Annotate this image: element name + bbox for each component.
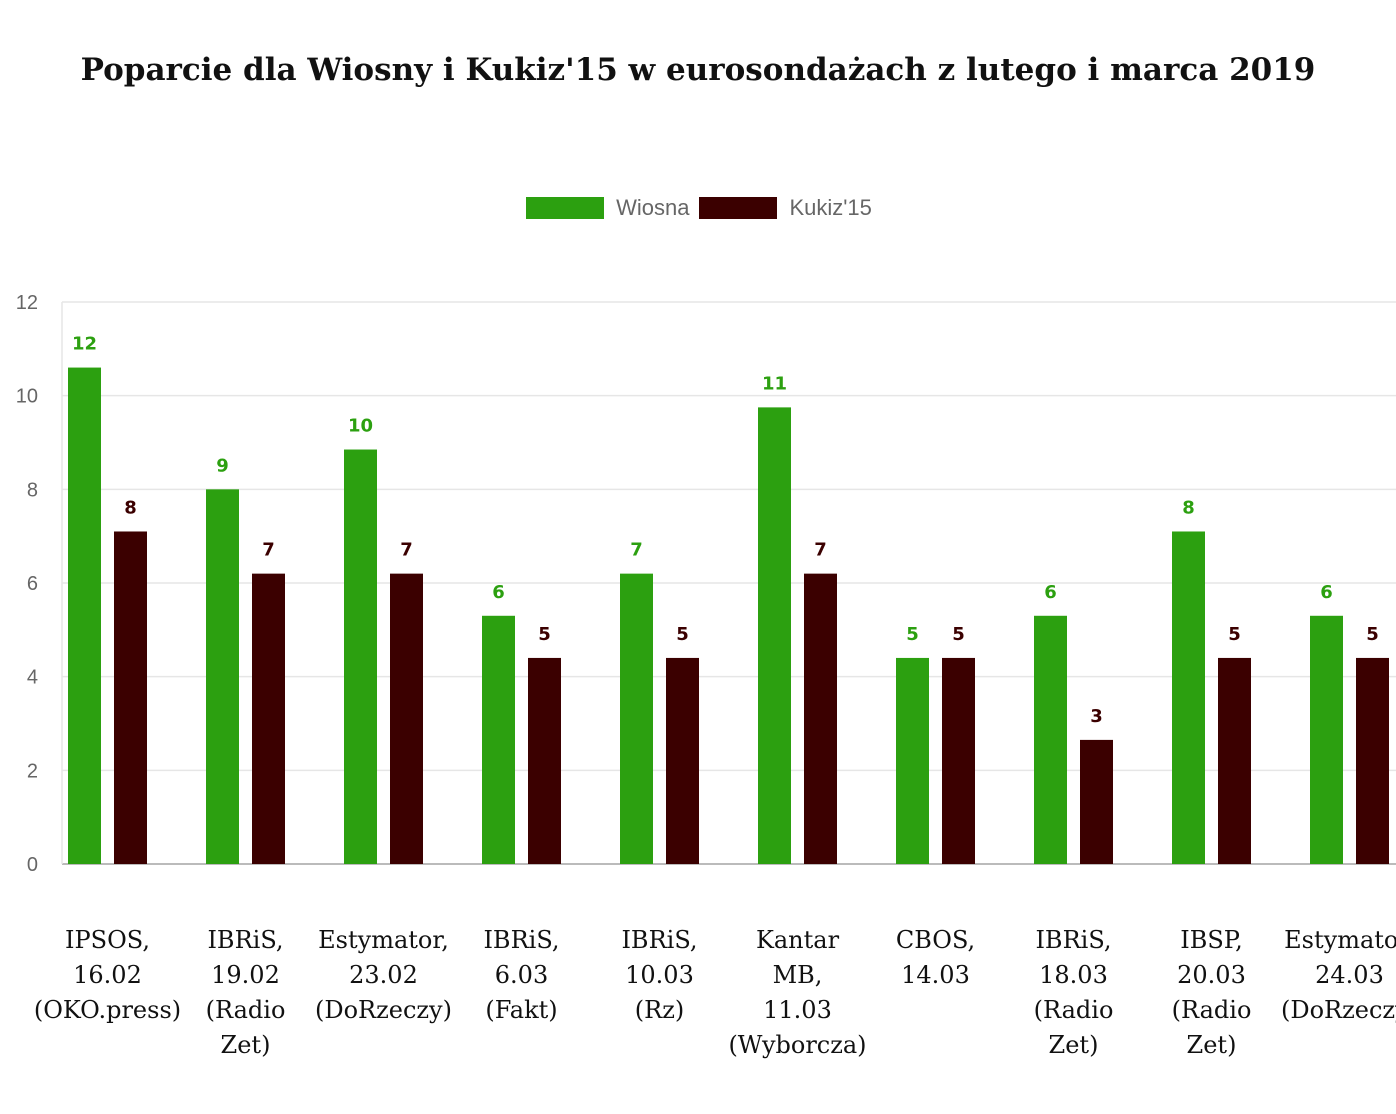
x-tick-label-9: Estymator,24.03(DoRzeczy): [1281, 926, 1396, 1024]
bar-kukiz-1: [252, 573, 285, 864]
bar-kukiz-8: [1218, 657, 1251, 864]
bar-wiosna-5: [758, 407, 791, 864]
legend-item-wiosna[interactable]: Wiosna: [524, 195, 689, 221]
bar-kukiz-0: [114, 531, 147, 864]
bar-kukiz-6: [942, 657, 975, 864]
bar-wiosna-3: [482, 615, 515, 864]
x-tick-label-1: IBRiS, 19.02 (Radio Zet): [206, 926, 286, 1059]
data-label-wiosna-3: 6: [492, 582, 505, 603]
data-label-kukiz-8: 5: [1228, 624, 1241, 645]
legend-swatch-kukiz: [697, 195, 780, 221]
data-label-wiosna-0: 12: [72, 334, 97, 355]
x-tick-label-5: Kantar MB, 11.03 (Wyborcza): [728, 926, 866, 1059]
legend: Wiosna Kukiz'15: [0, 195, 1396, 221]
legend-label-kukiz: Kukiz'15: [789, 195, 872, 220]
x-tick-label-3: IBRiS, 6.03 (Fakt): [483, 926, 559, 1024]
data-label-kukiz-9: 5: [1366, 624, 1379, 645]
data-label-kukiz-6: 5: [952, 624, 965, 645]
data-label-kukiz-2: 7: [400, 540, 413, 561]
x-tick-label-0: IPSOS, 16.02 (OKO.press): [34, 926, 181, 1024]
data-label-wiosna-4: 7: [630, 540, 643, 561]
data-label-wiosna-1: 9: [216, 455, 229, 476]
x-tick-label-6: CBOS, 14.03: [896, 926, 975, 989]
bar-wiosna-1: [206, 489, 239, 864]
bar-kukiz-2: [390, 573, 423, 864]
bar-wiosna-4: [620, 573, 653, 864]
data-label-wiosna-5: 11: [762, 373, 787, 394]
bar-kukiz-9: [1356, 657, 1389, 864]
data-label-wiosna-9: 6: [1320, 582, 1333, 603]
data-label-wiosna-8: 8: [1182, 497, 1195, 518]
data-label-kukiz-1: 7: [262, 540, 275, 561]
bar-wiosna-6: [896, 657, 929, 864]
x-tick-label-4: IBRiS, 10.03 (Rz): [621, 926, 697, 1024]
bar-wiosna-2: [344, 449, 377, 864]
y-tick-label-12: 12: [16, 292, 38, 314]
data-label-kukiz-4: 5: [676, 624, 689, 645]
bar-wiosna-7: [1034, 615, 1067, 864]
data-label-wiosna-6: 5: [906, 624, 919, 645]
x-tick-label-8: IBSP, 20.03 (Radio Zet): [1172, 926, 1252, 1059]
bar-kukiz-3: [528, 657, 561, 864]
bar-kukiz-4: [666, 657, 699, 864]
legend-swatch-wiosna: [524, 195, 607, 221]
bar-wiosna-9: [1310, 615, 1343, 864]
y-tick-label-8: 8: [27, 479, 38, 501]
data-label-wiosna-2: 10: [348, 416, 373, 437]
data-label-wiosna-7: 6: [1044, 582, 1057, 603]
bar-wiosna-0: [68, 367, 101, 864]
y-tick-label-6: 6: [27, 573, 38, 595]
x-tick-label-7: IBRiS, 18.03 (Radio Zet): [1034, 926, 1114, 1059]
bar-kukiz-7: [1080, 739, 1113, 864]
data-label-kukiz-5: 7: [814, 540, 827, 561]
data-label-kukiz-0: 8: [124, 497, 137, 518]
x-tick-label-2: Estymator, 23.02 (DoRzeczy): [315, 926, 452, 1024]
y-tick-label-2: 2: [27, 760, 38, 782]
y-tick-label-10: 10: [16, 386, 38, 408]
data-label-kukiz-3: 5: [538, 624, 551, 645]
chart-title: Poparcie dla Wiosny i Kukiz'15 w euroson…: [80, 52, 1316, 88]
legend-item-kukiz[interactable]: Kukiz'15: [697, 195, 872, 221]
bar-wiosna-8: [1172, 531, 1205, 864]
bar-kukiz-5: [804, 573, 837, 864]
legend-label-wiosna: Wiosna: [616, 195, 690, 220]
y-tick-label-4: 4: [27, 667, 38, 689]
data-label-kukiz-7: 3: [1090, 706, 1103, 727]
y-tick-label-0: 0: [27, 854, 38, 876]
